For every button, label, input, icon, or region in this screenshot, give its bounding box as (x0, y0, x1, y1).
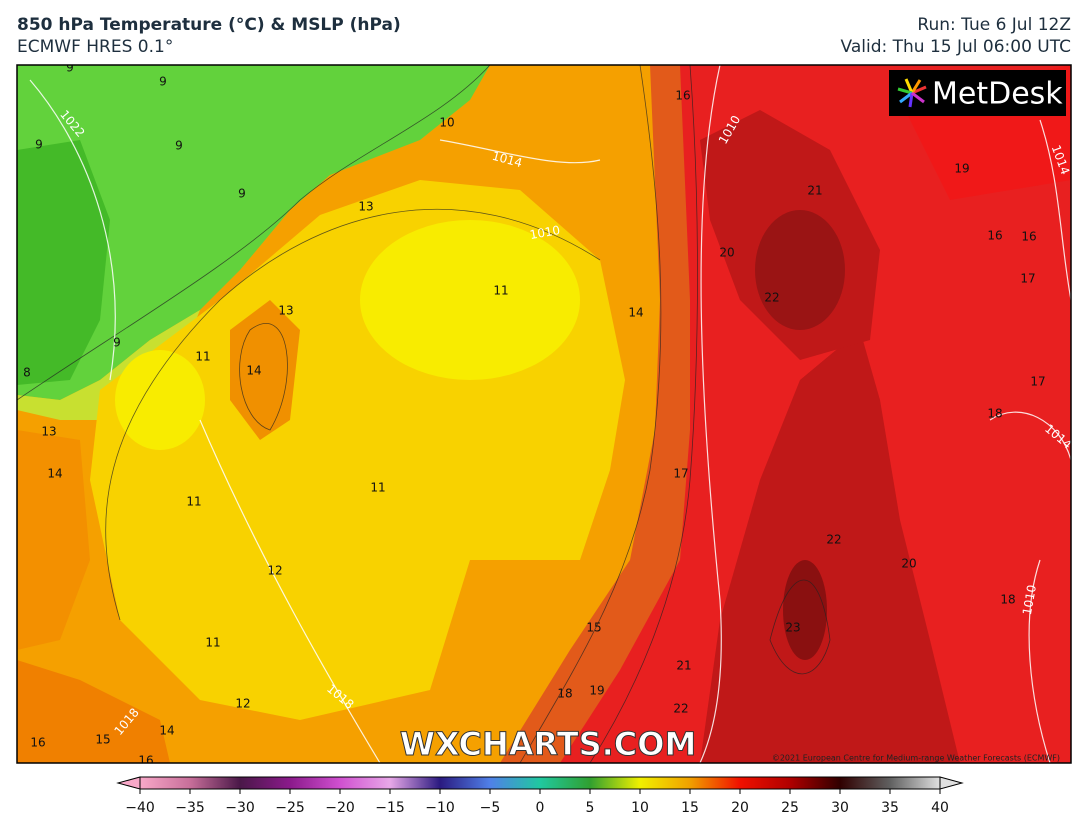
temperature-label: 10 (439, 116, 454, 130)
colorbar-high-arrow (939, 776, 964, 790)
temperature-label: 14 (628, 306, 643, 320)
colorbar-tick-label: 35 (881, 800, 899, 816)
colorbar-tick-label: 15 (681, 800, 699, 816)
colorbar-scale (139, 776, 941, 790)
colorbar-tick-label: −35 (175, 800, 205, 816)
temperature-label: 9 (159, 75, 167, 89)
copyright: ©2021 European Centre for Medium-range W… (772, 754, 1060, 763)
temperature-label: 14 (47, 467, 62, 481)
colorbar-tick-label: 20 (731, 800, 749, 816)
colorbar-tick-label: −5 (480, 800, 501, 816)
temperature-label: 16 (138, 754, 153, 768)
temperature-label: 9 (175, 139, 183, 153)
map-frame (16, 64, 1072, 764)
temperature-label: 23 (785, 621, 800, 635)
subtitle: ECMWF HRES 0.1° (17, 37, 173, 57)
temperature-label: 13 (41, 425, 56, 439)
temperature-label: 21 (807, 184, 822, 198)
temperature-label: 17 (1020, 272, 1035, 286)
temperature-label: 18 (557, 687, 572, 701)
colorbar-tick-label: 40 (931, 800, 949, 816)
colorbar-tick-label: −30 (225, 800, 255, 816)
temperature-label: 22 (826, 533, 841, 547)
colorbar-tick-label: 30 (831, 800, 849, 816)
temperature-label: 11 (205, 636, 220, 650)
colorbar-tick-label: 0 (536, 800, 545, 816)
temperature-label: 11 (370, 481, 385, 495)
temperature-label: 9 (35, 138, 43, 152)
colorbar-tick-label: −10 (425, 800, 455, 816)
temperature-label: 8 (23, 366, 31, 380)
temperature-label: 13 (358, 200, 373, 214)
watermark: WXCHARTS.COM (400, 725, 697, 763)
temperature-label: 12 (235, 697, 250, 711)
temperature-label: 16 (675, 89, 690, 103)
temperature-label: 20 (719, 246, 734, 260)
isobar-label: 1010 (1020, 584, 1039, 617)
contour-labels: 9 9 9 9 9 10 16 21 19 13 16 16 20 11 22 17 13 14 9 11 14 8 17 1… (23, 61, 1071, 768)
colorbar-tick-label: −15 (375, 800, 405, 816)
title: 850 hPa Temperature (°C) & MSLP (hPa) (17, 15, 401, 35)
temperature-label: 19 (589, 684, 604, 698)
colorbar-tick-label: −20 (325, 800, 355, 816)
temperature-label: 22 (764, 291, 779, 305)
colorbar-tick-label: 5 (586, 800, 595, 816)
temperature-label: 16 (987, 229, 1002, 243)
temperature-label: 21 (676, 659, 691, 673)
temperature-label: 22 (673, 702, 688, 716)
colorbar-low-arrow (116, 776, 141, 790)
logo-icon (897, 78, 927, 108)
temperature-label: 17 (673, 467, 688, 481)
colorbar-tick-label: −40 (125, 800, 155, 816)
run-time: Run: Tue 6 Jul 12Z (917, 15, 1071, 35)
temperature-label: 18 (1000, 593, 1015, 607)
temperature-label: 9 (113, 336, 121, 350)
temperature-label: 9 (238, 187, 246, 201)
temperature-label: 18 (987, 407, 1002, 421)
colorbar-tick-label: 25 (781, 800, 799, 816)
temperature-label: 12 (267, 564, 282, 578)
temperature-label: 17 (1030, 375, 1045, 389)
logo-text: MetDesk (932, 77, 1063, 112)
temperature-label: 11 (493, 284, 508, 298)
temperature-label: 14 (159, 724, 174, 738)
temperature-label: 15 (586, 621, 601, 635)
colorbar: −40 −35 −30 −25 −20 −15 −10 −5 0 5 10 15 20 25 30 35 40 (116, 776, 964, 816)
isobar-label: 1010 (529, 223, 562, 242)
temperature-label: 20 (901, 557, 916, 571)
temperature-label: 9 (66, 61, 74, 75)
temperature-label: 11 (186, 495, 201, 509)
temperature-label: 14 (246, 364, 261, 378)
colorbar-tick-label: 10 (631, 800, 649, 816)
map: MetDesk WXCHARTS.COM ©2021 European Cent… (17, 61, 1071, 768)
temperature-label: 15 (95, 733, 110, 747)
temperature-label: 16 (30, 736, 45, 750)
temperature-label: 16 (1021, 230, 1036, 244)
temperature-label: 19 (954, 162, 969, 176)
colorbar-tick-label: −25 (275, 800, 305, 816)
temperature-label: 11 (195, 350, 210, 364)
valid-time: Valid: Thu 15 Jul 06:00 UTC (841, 37, 1071, 57)
temperature-label: 13 (278, 304, 293, 318)
